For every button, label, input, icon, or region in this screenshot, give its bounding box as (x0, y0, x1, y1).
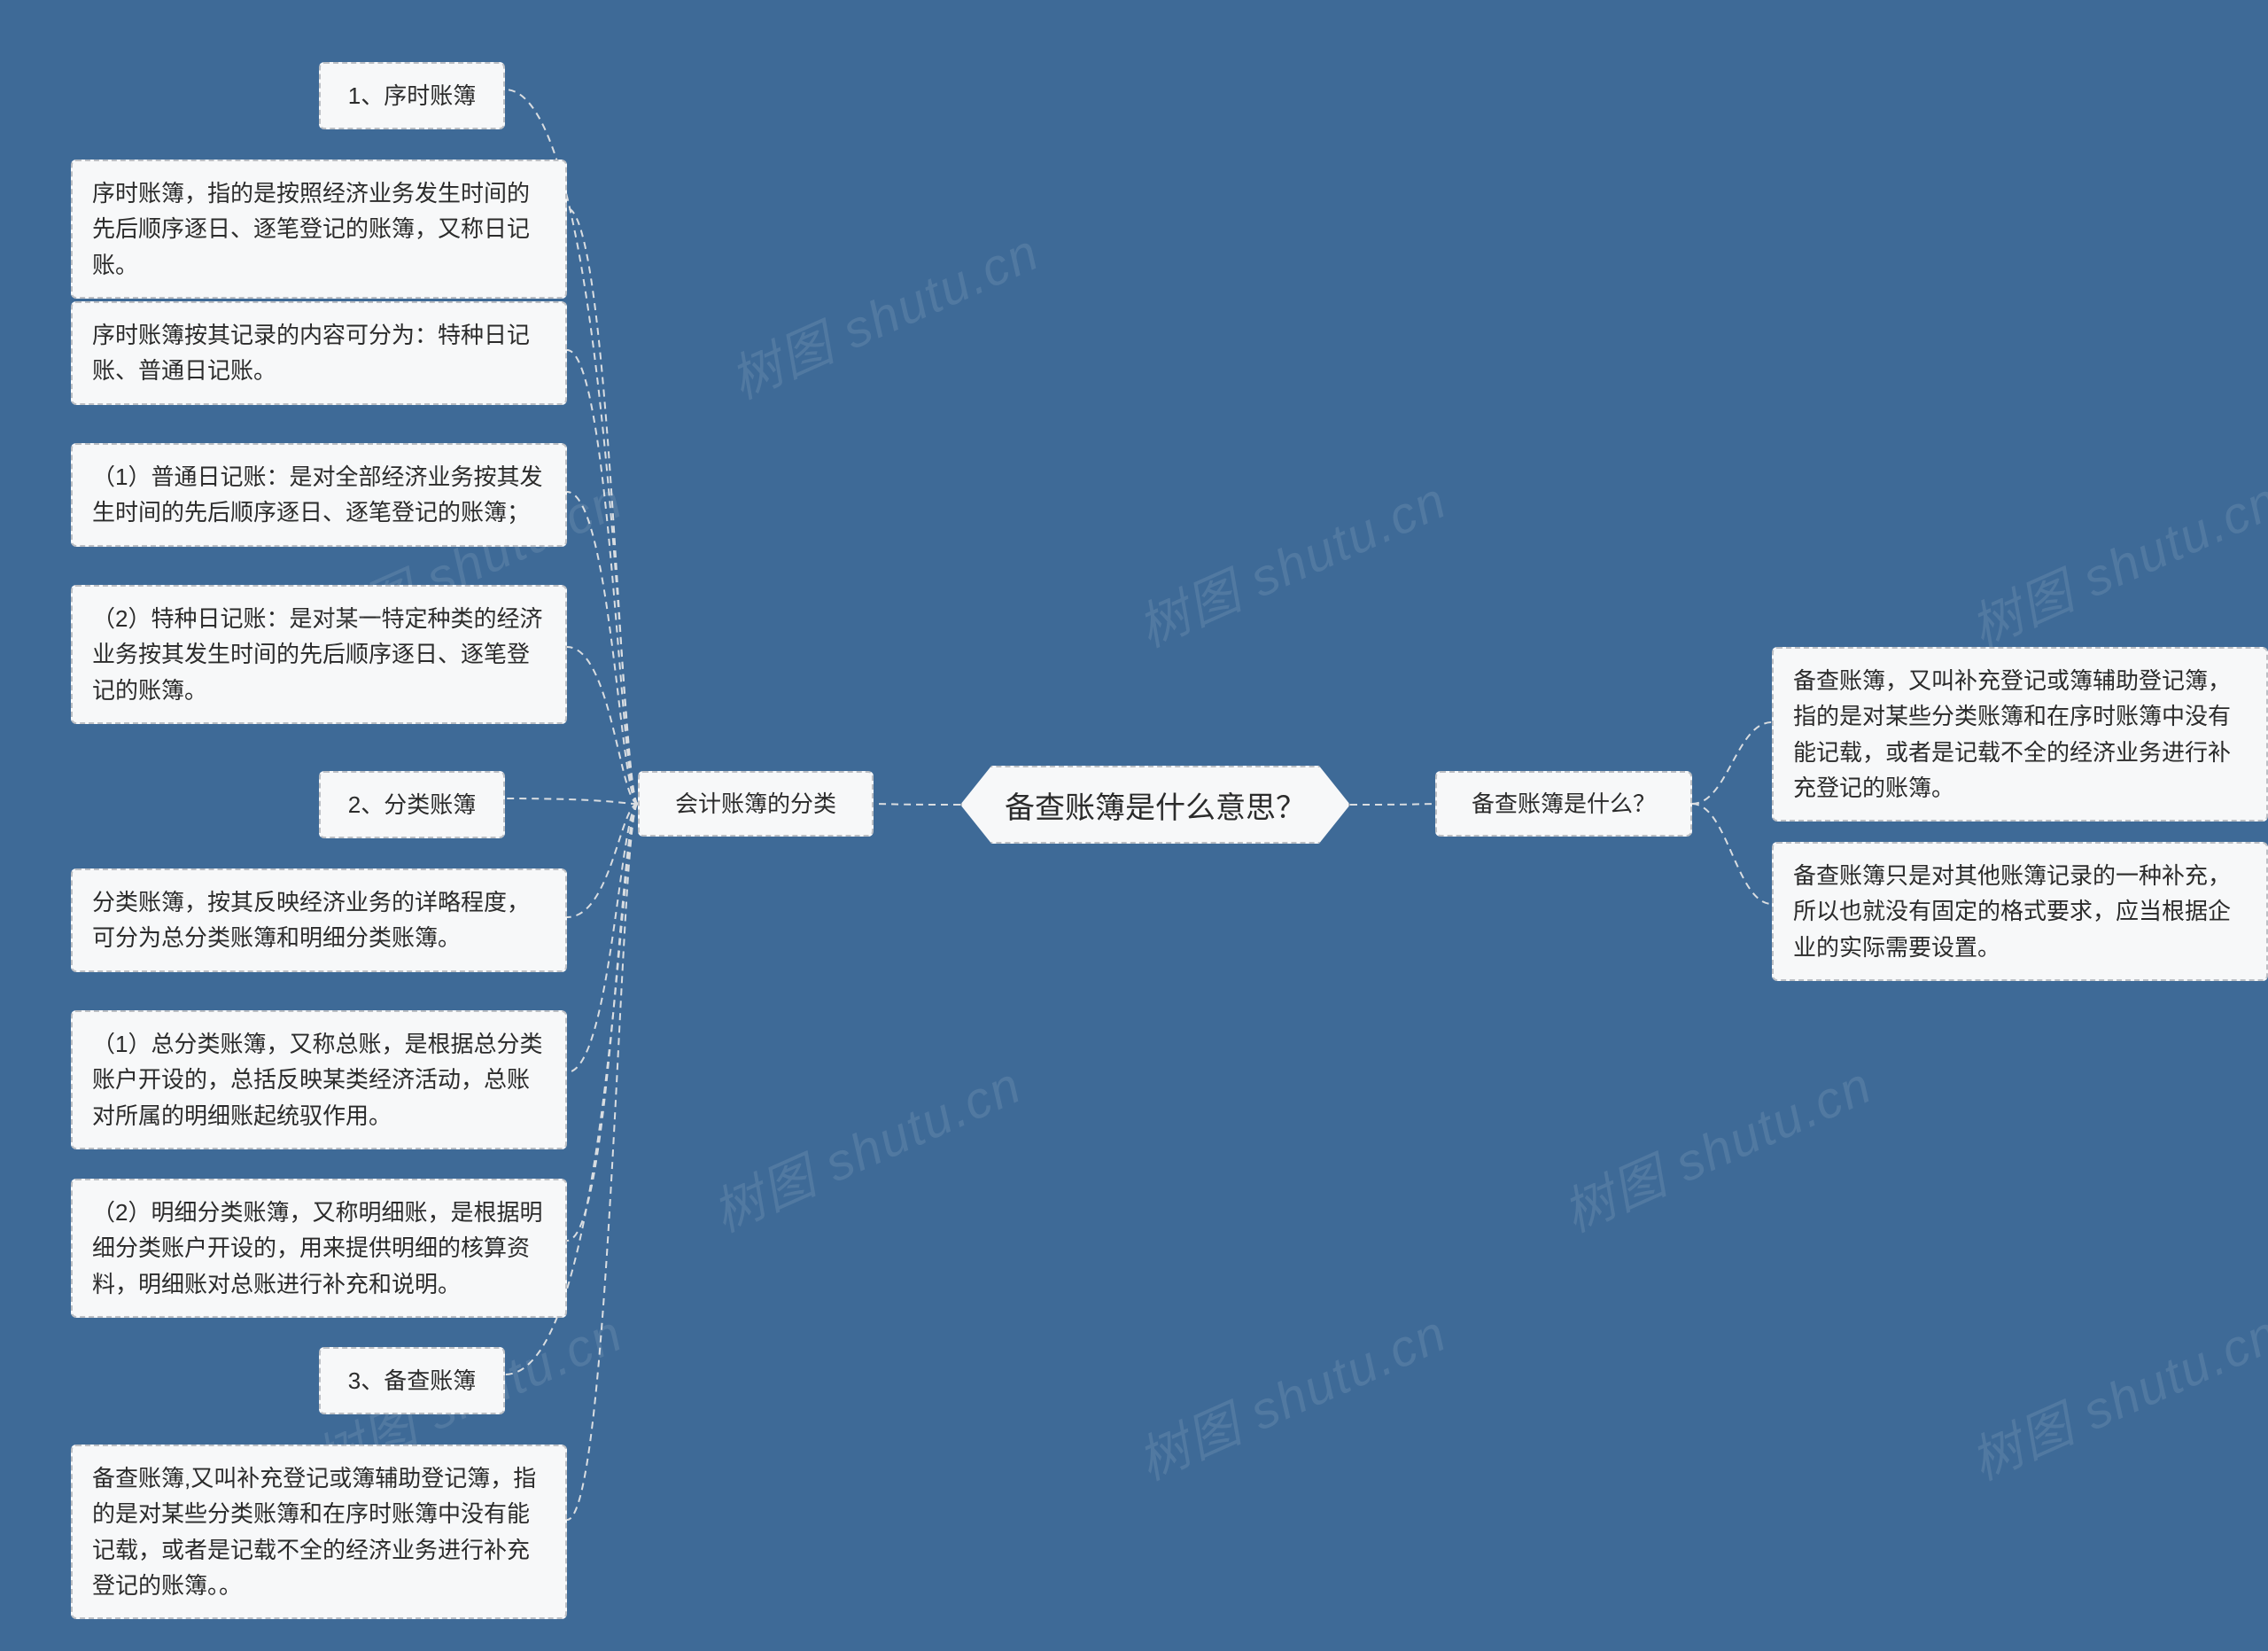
connector (567, 647, 638, 804)
leaf-label: 1、序时账簿 (348, 78, 476, 113)
hub-right: 备查账簿是什么？ (1435, 771, 1692, 837)
watermark: 树图 shutu.cn (699, 1044, 1031, 1247)
watermark: 树图 shutu.cn (1957, 1292, 2268, 1495)
leaf-label: （1）总分类账簿，又称总账，是根据总分类账户开设的，总括反映某类经济活动，总账对… (92, 1026, 546, 1133)
leaf-label: 2、分类账簿 (348, 787, 476, 822)
root-node: 备查账簿是什么意思？ (960, 766, 1350, 844)
leaf-node: 序时账簿，指的是按照经济业务发生时间的先后顺序逐日、逐笔登记的账簿，又称日记账。 (71, 160, 567, 299)
leaf-label: （1）普通日记账：是对全部经济业务按其发生时间的先后顺序逐日、逐笔登记的账簿； (92, 459, 546, 531)
connector (874, 804, 960, 805)
leaf-node: 备查账簿,又叫补充登记或簿辅助登记簿，指的是对某些分类账簿和在序时账簿中没有能记… (71, 1445, 567, 1619)
leaf-label: （2）特种日记账：是对某一特定种类的经济业务按其发生时间的先后顺序逐日、逐笔登记… (92, 601, 546, 708)
leaf-label: 备查账簿只是对其他账簿记录的一种补充，所以也就没有固定的格式要求，应当根据企业的… (1793, 858, 2247, 965)
leaf-node: （2）特种日记账：是对某一特定种类的经济业务按其发生时间的先后顺序逐日、逐笔登记… (71, 585, 567, 724)
leaf-label: 3、备查账簿 (348, 1363, 476, 1398)
mindmap-canvas: 备查账簿是什么意思？ 会计账簿的分类 备查账簿是什么？ 1、序时账簿序时账簿，指… (0, 0, 2268, 1651)
leaf-node: 分类账簿，按其反映经济业务的详略程度，可分为总分类账簿和明细分类账簿。 (71, 868, 567, 972)
root-label: 备查账簿是什么意思？ (1005, 783, 1306, 827)
connector (567, 350, 638, 804)
leaf-node: （1）普通日记账：是对全部经济业务按其发生时间的先后顺序逐日、逐笔登记的账簿； (71, 443, 567, 547)
leaf-label: 备查账簿,又叫补充登记或簿辅助登记簿，指的是对某些分类账簿和在序时账簿中没有能记… (92, 1460, 546, 1603)
leaf-label: 备查账簿，又叫补充登记或簿辅助登记簿，指的是对某些分类账簿和在序时账簿中没有能记… (1793, 663, 2247, 806)
leaf-label: 序时账簿，指的是按照经济业务发生时间的先后顺序逐日、逐笔登记的账簿，又称日记账。 (92, 175, 546, 283)
leaf-node: （2）明细分类账簿，又称明细账，是根据明细分类账户开设的，用来提供明细的核算资料… (71, 1179, 567, 1318)
connector (505, 798, 638, 804)
watermark: 树图 shutu.cn (1957, 459, 2268, 662)
leaf-label: 分类账簿，按其反映经济业务的详略程度，可分为总分类账簿和明细分类账簿。 (92, 884, 546, 956)
connector (567, 804, 638, 1241)
connector (567, 804, 638, 1520)
leaf-label: （2）明细分类账簿，又称明细账，是根据明细分类账户开设的，用来提供明细的核算资料… (92, 1195, 546, 1302)
leaf-node: 备查账簿，又叫补充登记或簿辅助登记簿，指的是对某些分类账簿和在序时账簿中没有能记… (1772, 647, 2268, 822)
connector (567, 804, 638, 917)
hub-left-label: 会计账簿的分类 (675, 786, 836, 822)
connector (567, 804, 638, 1072)
watermark: 树图 shutu.cn (1124, 1292, 1456, 1495)
connector (567, 208, 638, 804)
leaf-node: 3、备查账簿 (319, 1347, 505, 1414)
watermark: 树图 shutu.cn (1550, 1044, 1882, 1247)
leaf-node: （1）总分类账簿，又称总账，是根据总分类账户开设的，总括反映某类经济活动，总账对… (71, 1010, 567, 1149)
connector (1692, 804, 1772, 904)
leaf-node: 序时账簿按其记录的内容可分为：特种日记账、普通日记账。 (71, 301, 567, 405)
connector (567, 492, 638, 804)
connector (1692, 722, 1772, 804)
leaf-label: 序时账簿按其记录的内容可分为：特种日记账、普通日记账。 (92, 317, 546, 389)
watermark: 树图 shutu.cn (717, 211, 1049, 414)
leaf-node: 备查账簿只是对其他账簿记录的一种补充，所以也就没有固定的格式要求，应当根据企业的… (1772, 842, 2268, 981)
connector (1350, 804, 1435, 805)
hub-right-label: 备查账簿是什么？ (1472, 786, 1656, 822)
hub-left: 会计账簿的分类 (638, 771, 874, 837)
leaf-node: 2、分类账簿 (319, 771, 505, 838)
watermark: 树图 shutu.cn (1124, 459, 1456, 662)
leaf-node: 1、序时账簿 (319, 62, 505, 129)
